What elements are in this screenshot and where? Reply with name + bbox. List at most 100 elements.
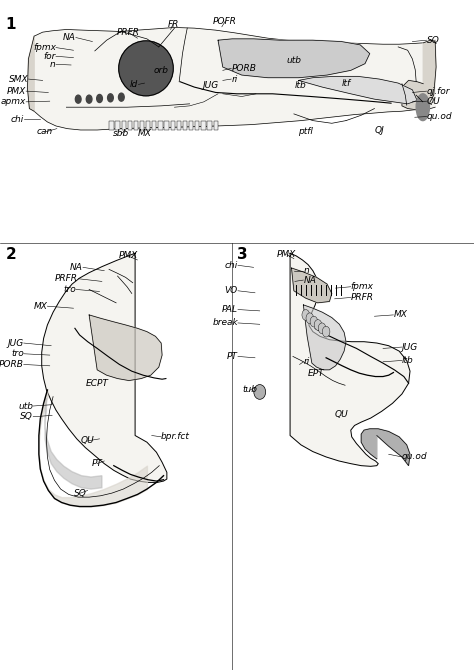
Text: chi: chi: [10, 115, 24, 124]
Text: sbb: sbb: [113, 129, 129, 139]
Ellipse shape: [254, 385, 265, 399]
Text: ltb: ltb: [402, 356, 414, 365]
Text: MX: MX: [34, 302, 47, 311]
Polygon shape: [45, 398, 102, 489]
Text: PMX: PMX: [118, 251, 137, 261]
Text: JUG: JUG: [203, 80, 219, 90]
Text: POFR: POFR: [213, 17, 237, 26]
Polygon shape: [361, 429, 410, 466]
Text: n: n: [50, 60, 56, 69]
Text: fpmx: fpmx: [33, 43, 56, 52]
Text: for: for: [44, 52, 56, 61]
Text: PT: PT: [92, 459, 102, 468]
Bar: [195, 121, 200, 130]
Bar: [115, 121, 119, 130]
Ellipse shape: [118, 41, 173, 96]
Polygon shape: [27, 36, 34, 111]
Text: ri: ri: [231, 74, 237, 84]
Text: SMX: SMX: [9, 74, 28, 84]
Text: SQ: SQ: [20, 412, 33, 421]
Text: SQ: SQ: [427, 36, 439, 45]
Text: 2: 2: [6, 247, 17, 261]
Text: PRFR: PRFR: [55, 274, 78, 283]
Text: bpr.fct: bpr.fct: [161, 432, 190, 442]
Text: 3: 3: [237, 247, 247, 261]
Ellipse shape: [416, 94, 429, 121]
Text: QU: QU: [427, 96, 440, 106]
Circle shape: [322, 326, 330, 337]
Polygon shape: [299, 76, 417, 104]
Text: PMX: PMX: [277, 250, 296, 259]
Text: VO: VO: [225, 286, 238, 295]
Polygon shape: [290, 253, 410, 466]
Circle shape: [97, 94, 102, 103]
Circle shape: [75, 95, 81, 103]
Bar: [201, 121, 206, 130]
Polygon shape: [402, 40, 436, 110]
Text: JUG: JUG: [402, 342, 418, 352]
Bar: [171, 121, 175, 130]
Bar: [134, 121, 138, 130]
Text: ltb: ltb: [295, 81, 307, 90]
Bar: [213, 121, 218, 130]
Text: qj.for: qj.for: [427, 86, 450, 96]
Circle shape: [108, 94, 113, 102]
Circle shape: [318, 323, 326, 334]
Text: QJ: QJ: [374, 126, 384, 135]
Text: ld: ld: [130, 80, 138, 89]
Text: fpmx: fpmx: [351, 282, 374, 291]
Text: ptfl: ptfl: [298, 127, 313, 136]
Polygon shape: [303, 305, 346, 370]
Bar: [146, 121, 150, 130]
Bar: [208, 121, 212, 130]
Circle shape: [86, 95, 92, 103]
Text: PAL: PAL: [222, 305, 238, 314]
Circle shape: [310, 316, 318, 327]
Text: FR: FR: [167, 19, 179, 29]
Text: utb: utb: [286, 56, 301, 65]
Text: PRFR: PRFR: [117, 27, 139, 37]
Text: utb: utb: [18, 401, 33, 411]
Text: tro: tro: [63, 285, 76, 294]
Bar: [121, 121, 126, 130]
Text: ECPT: ECPT: [86, 379, 109, 389]
Text: 1: 1: [6, 17, 16, 31]
Bar: [152, 121, 156, 130]
Circle shape: [302, 310, 310, 320]
Text: n: n: [303, 266, 309, 275]
Text: SQ: SQ: [74, 488, 87, 498]
Circle shape: [306, 313, 314, 324]
Text: PRFR: PRFR: [351, 293, 374, 302]
Polygon shape: [218, 39, 370, 78]
Text: QU: QU: [81, 436, 95, 446]
Bar: [109, 121, 113, 130]
Polygon shape: [89, 315, 162, 381]
Text: QU: QU: [334, 409, 348, 419]
Bar: [140, 121, 144, 130]
Bar: [177, 121, 181, 130]
Text: ri: ri: [303, 357, 310, 366]
Text: chi: chi: [225, 261, 238, 270]
Circle shape: [314, 320, 322, 330]
Bar: [128, 121, 132, 130]
Circle shape: [118, 93, 124, 101]
Bar: [164, 121, 169, 130]
Text: break: break: [212, 318, 238, 328]
Polygon shape: [34, 27, 435, 130]
Text: EPT: EPT: [308, 369, 325, 379]
Text: can: can: [37, 127, 53, 137]
Polygon shape: [292, 268, 332, 303]
Text: NA: NA: [63, 33, 76, 42]
Text: qu.od: qu.od: [402, 452, 428, 462]
Text: tub: tub: [243, 385, 258, 395]
Bar: [183, 121, 187, 130]
Text: NA: NA: [70, 263, 83, 272]
Text: orb: orb: [154, 66, 169, 75]
Text: MX: MX: [393, 310, 407, 320]
Text: apmx: apmx: [0, 97, 26, 107]
Text: JUG: JUG: [8, 338, 24, 348]
Text: PORB: PORB: [231, 64, 256, 73]
Text: PORB: PORB: [0, 360, 24, 369]
Bar: [189, 121, 193, 130]
Text: qu.od: qu.od: [427, 112, 452, 121]
